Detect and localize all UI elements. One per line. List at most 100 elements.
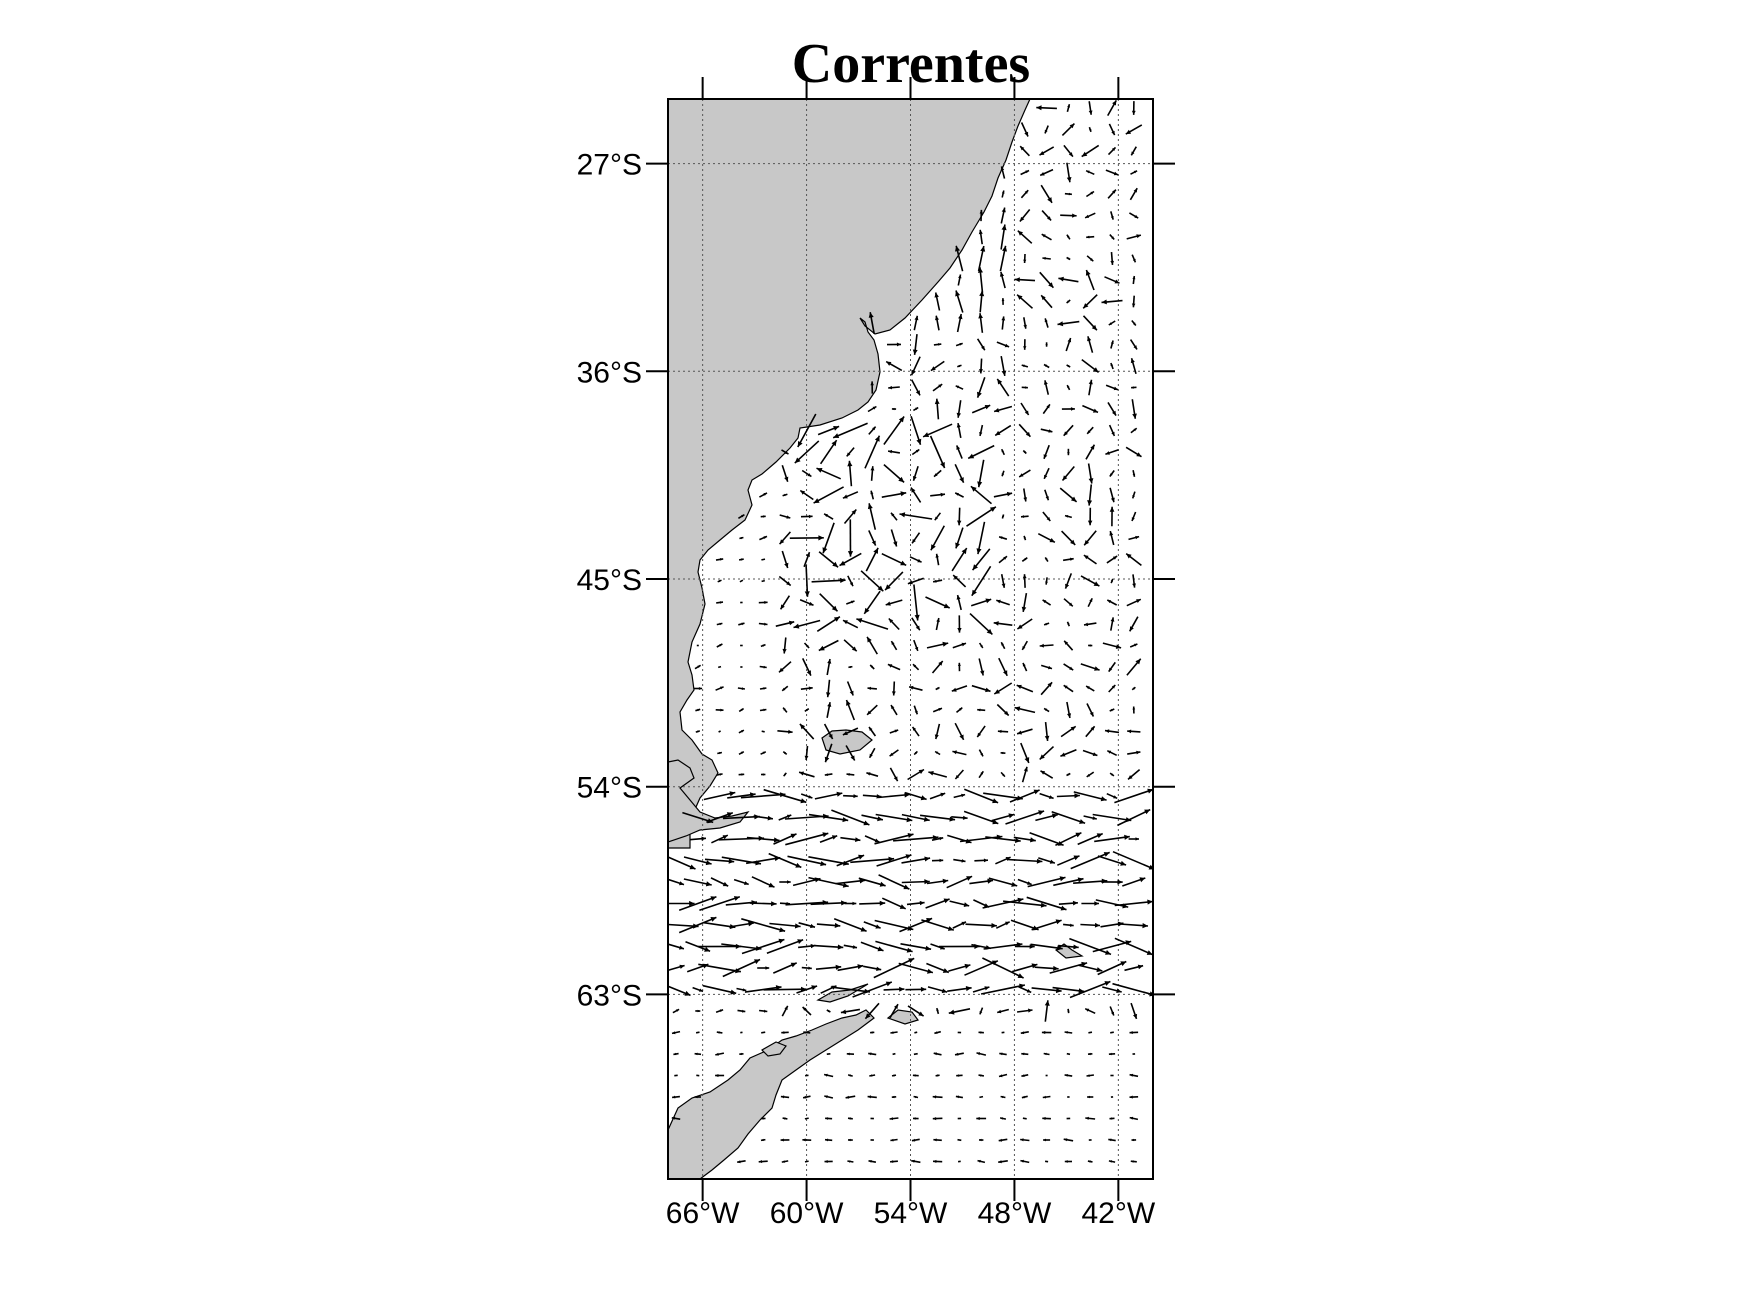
- current-vector-head: [860, 926, 867, 932]
- current-vector-head: [1148, 864, 1153, 870]
- current-vector: [745, 856, 781, 865]
- current-vector: [963, 810, 999, 825]
- current-vector-head: [980, 246, 986, 252]
- current-vector-head: [825, 1117, 829, 1120]
- current-vector-head: [934, 398, 940, 405]
- current-vector-head: [849, 582, 853, 587]
- current-vector-head: [856, 618, 863, 623]
- current-vector-head: [1104, 981, 1111, 986]
- current-vector-head: [980, 644, 983, 648]
- current-vector: [678, 895, 717, 912]
- current-vector-head: [1017, 624, 1023, 629]
- current-vector-head: [740, 537, 744, 540]
- current-vector-head: [978, 1031, 982, 1034]
- current-vector-head: [779, 667, 784, 673]
- current-vector-head: [1066, 773, 1070, 776]
- current-vector: [982, 898, 1024, 909]
- current-vector: [878, 874, 910, 890]
- current-vector-head: [781, 1031, 785, 1034]
- current-vector-head: [966, 876, 973, 881]
- current-vector-head: [782, 1117, 786, 1120]
- current-vector-head: [1057, 945, 1063, 951]
- current-vector-head: [1065, 515, 1069, 518]
- current-vector-head: [1110, 617, 1115, 622]
- current-vector-head: [1066, 234, 1070, 238]
- current-vector-head: [852, 901, 857, 906]
- current-vector-head: [986, 628, 993, 635]
- current-vector-head: [870, 466, 875, 471]
- current-vector-head: [1109, 708, 1113, 712]
- current-vector-head: [890, 1031, 894, 1034]
- current-vector-head: [938, 384, 943, 388]
- current-vector-head: [1066, 300, 1070, 303]
- current-vector-head: [847, 551, 854, 557]
- current-vector-head: [810, 943, 816, 949]
- current-vector-head: [1112, 189, 1116, 194]
- current-vector-head: [985, 687, 991, 693]
- current-vector-head: [1051, 813, 1058, 819]
- current-vector-head: [1042, 1116, 1046, 1120]
- current-vector-head: [1072, 213, 1077, 218]
- current-vector-head: [864, 607, 870, 614]
- current-vector-head: [764, 600, 768, 604]
- current-vector-head: [1096, 967, 1103, 973]
- current-vector-head: [1089, 711, 1094, 717]
- current-vector-head: [786, 814, 792, 819]
- current-vector-head: [976, 1116, 980, 1121]
- current-vector-head: [1105, 729, 1110, 733]
- current-vector-head: [940, 462, 945, 468]
- current-vector-head: [904, 792, 910, 798]
- current-vector-head: [872, 426, 876, 431]
- longitude-labels: 66°W 60°W 54°W 48°W 42°W: [666, 1197, 1156, 1230]
- current-vector-head: [780, 1138, 784, 1142]
- current-vector-head: [837, 944, 844, 950]
- current-vector-head: [818, 535, 824, 541]
- current-vector: [1117, 808, 1151, 827]
- current-vector-head: [887, 664, 893, 668]
- current-vector-head: [1109, 473, 1113, 477]
- current-vector: [971, 565, 992, 597]
- current-vector-head: [826, 1010, 830, 1013]
- current-vector: [718, 730, 721, 733]
- current-vector-head: [716, 1031, 720, 1034]
- current-vector-head: [1109, 506, 1115, 512]
- current-vector-head: [871, 540, 876, 546]
- current-vector-head: [996, 599, 1001, 604]
- current-vector-head: [894, 1004, 898, 1009]
- current-vector-head: [1124, 834, 1130, 840]
- current-vector-head: [1041, 234, 1046, 238]
- current-vector-head: [1087, 500, 1093, 506]
- current-vector-head: [888, 618, 894, 623]
- current-vector: [1005, 810, 1045, 825]
- current-vector-head: [893, 541, 898, 547]
- current-vector-head: [1063, 431, 1068, 436]
- current-vector-head: [842, 817, 849, 823]
- current-vector-head: [1127, 729, 1132, 734]
- current-vector-head: [956, 595, 961, 600]
- current-vector-head: [1020, 1138, 1024, 1142]
- current-vector: [913, 1052, 918, 1056]
- current-vector-head: [1105, 950, 1111, 955]
- current-vector-head: [923, 432, 930, 437]
- current-vector-head: [930, 544, 936, 551]
- current-vector-head: [1044, 318, 1048, 323]
- current-vector-head: [847, 460, 853, 467]
- current-vector-head: [1060, 905, 1067, 911]
- current-vector-head: [888, 449, 893, 454]
- current-vector-head: [943, 603, 950, 609]
- current-vector: [785, 901, 829, 906]
- current-vector-head: [1045, 344, 1048, 347]
- current-vector-head: [1086, 773, 1091, 777]
- current-vector-head: [1067, 621, 1070, 625]
- current-vector-head: [846, 452, 851, 457]
- current-vector: [804, 1160, 809, 1163]
- current-vector-head: [684, 990, 691, 996]
- current-vector-head: [1048, 665, 1052, 670]
- current-vector-head: [1060, 752, 1066, 757]
- current-vector-head: [877, 585, 884, 592]
- current-vector-head: [1112, 410, 1116, 416]
- current-vector-head: [955, 1052, 959, 1056]
- current-vector-head: [1055, 919, 1062, 925]
- current-vector-head: [866, 772, 871, 776]
- current-vector: [883, 416, 905, 445]
